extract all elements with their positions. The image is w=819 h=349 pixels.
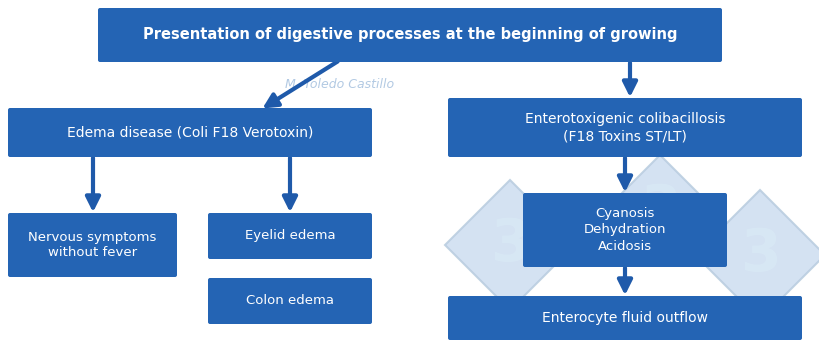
Text: M. Toledo Castillo: M. Toledo Castillo (285, 79, 394, 91)
Text: Enterotoxigenic colibacillosis
(F18 Toxins ST/LT): Enterotoxigenic colibacillosis (F18 Toxi… (524, 112, 724, 143)
Text: Nervous symptoms
without fever: Nervous symptoms without fever (29, 230, 156, 260)
Text: 3: 3 (489, 216, 530, 274)
Polygon shape (695, 190, 819, 320)
Text: Enterocyte fluid outflow: Enterocyte fluid outflow (541, 311, 707, 325)
FancyBboxPatch shape (208, 278, 372, 324)
FancyBboxPatch shape (98, 8, 721, 62)
Polygon shape (604, 155, 714, 265)
FancyBboxPatch shape (447, 296, 801, 340)
FancyBboxPatch shape (447, 98, 801, 157)
FancyBboxPatch shape (8, 213, 177, 277)
FancyBboxPatch shape (208, 213, 372, 259)
Text: 3: 3 (739, 227, 780, 283)
Text: Colon edema: Colon edema (246, 295, 333, 307)
Text: Eyelid edema: Eyelid edema (244, 230, 335, 243)
Text: Cyanosis
Dehydration
Acidosis: Cyanosis Dehydration Acidosis (583, 208, 665, 252)
FancyBboxPatch shape (523, 193, 726, 267)
Text: Presentation of digestive processes at the beginning of growing: Presentation of digestive processes at t… (143, 28, 676, 43)
Polygon shape (445, 180, 574, 310)
Text: 3: 3 (639, 181, 680, 238)
Text: Edema disease (Coli F18 Verotoxin): Edema disease (Coli F18 Verotoxin) (66, 126, 313, 140)
FancyBboxPatch shape (8, 108, 372, 157)
